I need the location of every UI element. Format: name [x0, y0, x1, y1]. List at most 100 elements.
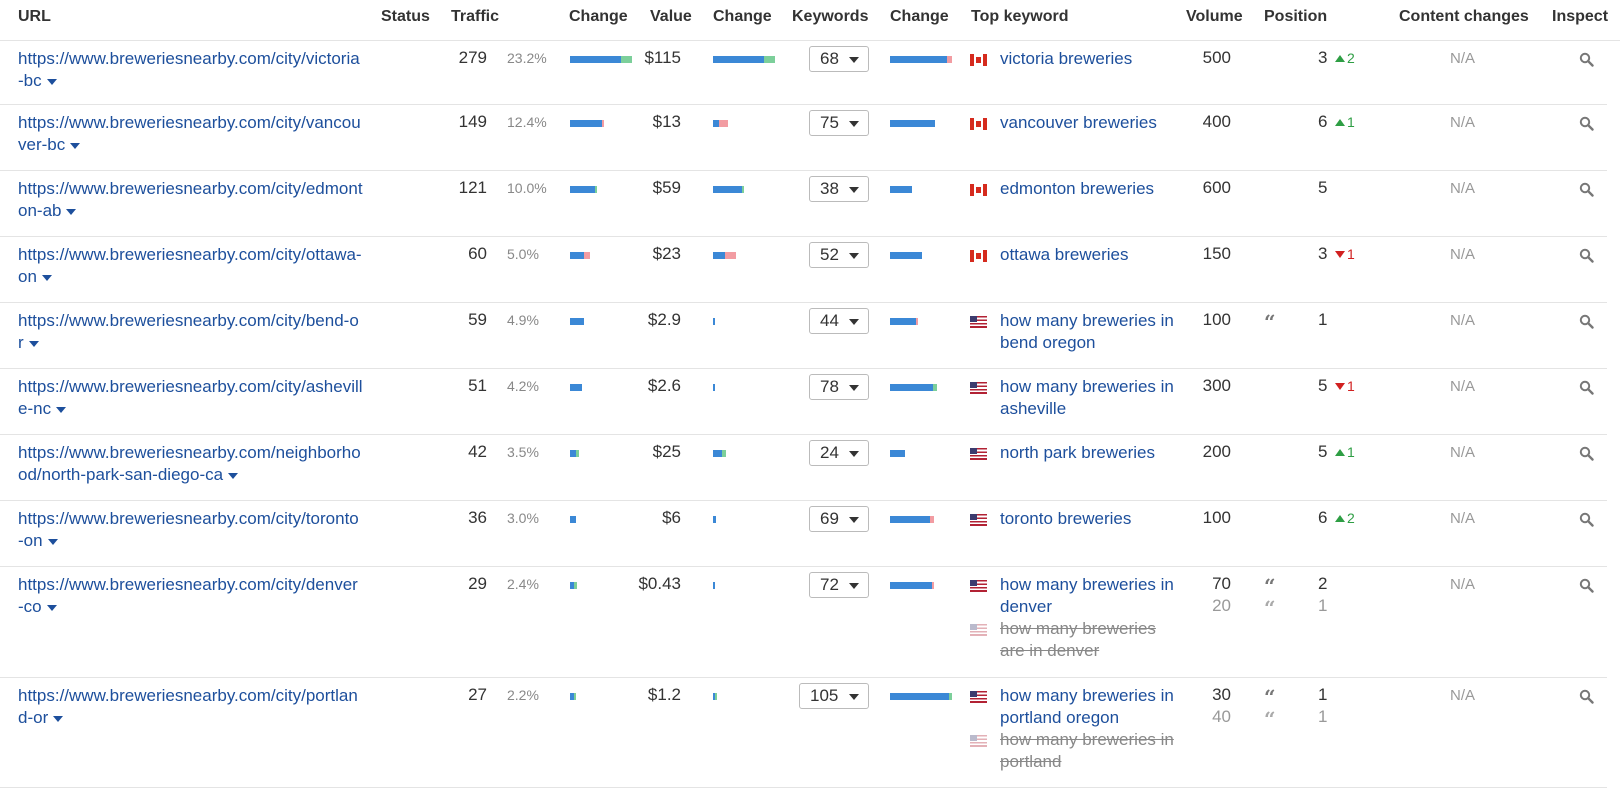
column-header-traffic-change[interactable]: Change [569, 8, 628, 25]
keyword-position: 6 [1318, 112, 1328, 131]
column-header-status[interactable]: Status [381, 8, 430, 25]
url-text[interactable]: https://www.breweriesnearby.com/city/por… [18, 686, 358, 727]
column-header-traffic[interactable]: Traffic [451, 8, 500, 25]
url-link[interactable]: https://www.breweriesnearby.com/city/van… [18, 112, 363, 156]
column-header-keywords-change[interactable]: Change [890, 8, 949, 25]
keywords-count[interactable]: 78 [820, 377, 839, 396]
traffic-percent: 5.0% [507, 246, 539, 262]
search-icon[interactable] [1579, 689, 1594, 704]
url-dropdown-icon[interactable] [28, 340, 39, 347]
keywords-count[interactable]: 52 [820, 245, 839, 264]
keywords-count[interactable]: 24 [820, 443, 839, 462]
url-link[interactable]: https://www.breweriesnearby.com/city/den… [18, 574, 363, 618]
url-text[interactable]: https://www.breweriesnearby.com/city/tor… [18, 509, 359, 550]
column-header-value[interactable]: Value [650, 8, 692, 25]
column-header-top-keyword[interactable]: Top keyword [971, 8, 1069, 25]
url-text[interactable]: https://www.breweriesnearby.com/city/edm… [18, 179, 363, 220]
column-header-inspect[interactable]: Inspect [1552, 8, 1609, 25]
chevron-down-icon[interactable] [849, 319, 859, 325]
url-link[interactable]: https://www.breweriesnearby.com/neighbor… [18, 442, 363, 486]
chevron-down-icon[interactable] [849, 385, 859, 391]
top-keyword-link[interactable]: how many breweries in portland oregon [1000, 686, 1174, 727]
top-keyword-link[interactable]: edmonton breweries [1000, 179, 1155, 198]
url-dropdown-icon[interactable] [53, 715, 64, 722]
url-text[interactable]: https://www.breweriesnearby.com/neighbor… [18, 443, 361, 484]
url-link[interactable]: https://www.breweriesnearby.com/city/tor… [18, 508, 363, 552]
search-icon[interactable] [1579, 182, 1594, 197]
chevron-down-icon[interactable] [849, 121, 859, 127]
column-header-value-change[interactable]: Change [713, 8, 772, 25]
value-amount: $2.6 [647, 376, 681, 395]
canada-flag-icon [970, 54, 987, 66]
search-icon[interactable] [1579, 446, 1594, 461]
url-link[interactable]: https://www.breweriesnearby.com/city/ott… [18, 244, 363, 288]
search-icon[interactable] [1579, 512, 1594, 527]
url-dropdown-icon[interactable] [41, 274, 52, 281]
url-dropdown-icon[interactable] [228, 472, 239, 479]
url-dropdown-icon[interactable] [46, 78, 57, 85]
url-link[interactable]: https://www.breweriesnearby.com/city/por… [18, 685, 363, 729]
top-keyword-link[interactable]: how many breweries in bend oregon [1000, 311, 1174, 352]
chevron-down-icon[interactable] [849, 57, 859, 63]
url-text[interactable]: https://www.breweriesnearby.com/city/ben… [18, 311, 359, 352]
keywords-dropdown[interactable]: 68 [809, 46, 869, 72]
column-header-content-changes[interactable]: Content changes [1399, 8, 1529, 25]
keywords-count[interactable]: 105 [810, 686, 839, 705]
top-keyword-link[interactable]: victoria breweries [1000, 49, 1133, 68]
top-keyword-link[interactable]: how many breweries in denver [1000, 575, 1174, 616]
top-keyword-link[interactable]: how many breweries are in denver [1000, 619, 1156, 660]
url-dropdown-icon[interactable] [47, 538, 58, 545]
url-link[interactable]: https://www.breweriesnearby.com/city/ash… [18, 376, 363, 420]
url-link[interactable]: https://www.breweriesnearby.com/city/edm… [18, 178, 363, 222]
column-header-keywords[interactable]: Keywords [792, 8, 869, 25]
url-dropdown-icon[interactable] [46, 604, 57, 611]
keywords-dropdown[interactable]: 24 [809, 440, 869, 466]
url-text[interactable]: https://www.breweriesnearby.com/city/den… [18, 575, 358, 616]
url-dropdown-icon[interactable] [56, 406, 67, 413]
column-header-url[interactable]: URL [18, 8, 51, 25]
keywords-count[interactable]: 75 [820, 113, 839, 132]
url-dropdown-icon[interactable] [66, 208, 77, 215]
top-keyword-link[interactable]: how many breweries in portland [1000, 730, 1174, 771]
keywords-dropdown[interactable]: 52 [809, 242, 869, 268]
keywords-count[interactable]: 44 [820, 311, 839, 330]
url-text[interactable]: https://www.breweriesnearby.com/city/ash… [18, 377, 363, 418]
traffic-change-bar-red [602, 120, 604, 127]
keywords-count[interactable]: 68 [820, 49, 839, 68]
top-keyword-link[interactable]: vancouver breweries [1000, 113, 1157, 132]
keywords-dropdown[interactable]: 44 [809, 308, 869, 334]
column-header-position[interactable]: Position [1264, 8, 1328, 25]
keywords-dropdown[interactable]: 38 [809, 176, 869, 202]
url-link[interactable]: https://www.breweriesnearby.com/city/vic… [18, 48, 363, 92]
chevron-down-icon[interactable] [849, 517, 859, 523]
chevron-down-icon[interactable] [849, 694, 859, 700]
chevron-down-icon[interactable] [849, 583, 859, 589]
url-text[interactable]: https://www.breweriesnearby.com/city/ott… [18, 245, 362, 286]
url-link[interactable]: https://www.breweriesnearby.com/city/ben… [18, 310, 363, 354]
chevron-down-icon[interactable] [849, 187, 859, 193]
top-keyword-link[interactable]: ottawa breweries [1000, 245, 1129, 264]
url-text[interactable]: https://www.breweriesnearby.com/city/van… [18, 113, 361, 154]
keywords-dropdown[interactable]: 78 [809, 374, 869, 400]
top-keyword-link[interactable]: north park breweries [1000, 443, 1155, 462]
search-icon[interactable] [1579, 248, 1594, 263]
search-icon[interactable] [1579, 578, 1594, 593]
url-dropdown-icon[interactable] [70, 142, 81, 149]
search-icon[interactable] [1579, 116, 1594, 131]
search-icon[interactable] [1579, 380, 1594, 395]
top-keyword-link[interactable]: toronto breweries [1000, 509, 1132, 528]
keywords-dropdown[interactable]: 75 [809, 110, 869, 136]
keywords-count[interactable]: 69 [820, 509, 839, 528]
chevron-down-icon[interactable] [849, 451, 859, 457]
keywords-count[interactable]: 38 [820, 179, 839, 198]
column-header-volume[interactable]: Volume [1186, 8, 1243, 25]
keywords-dropdown[interactable]: 105 [799, 683, 869, 709]
search-icon[interactable] [1579, 52, 1594, 67]
url-text[interactable]: https://www.breweriesnearby.com/city/vic… [18, 49, 360, 90]
keywords-count[interactable]: 72 [820, 575, 839, 594]
keywords-dropdown[interactable]: 69 [809, 506, 869, 532]
keywords-dropdown[interactable]: 72 [809, 572, 869, 598]
search-icon[interactable] [1579, 314, 1594, 329]
top-keyword-link[interactable]: how many breweries in asheville [1000, 377, 1174, 418]
chevron-down-icon[interactable] [849, 253, 859, 259]
